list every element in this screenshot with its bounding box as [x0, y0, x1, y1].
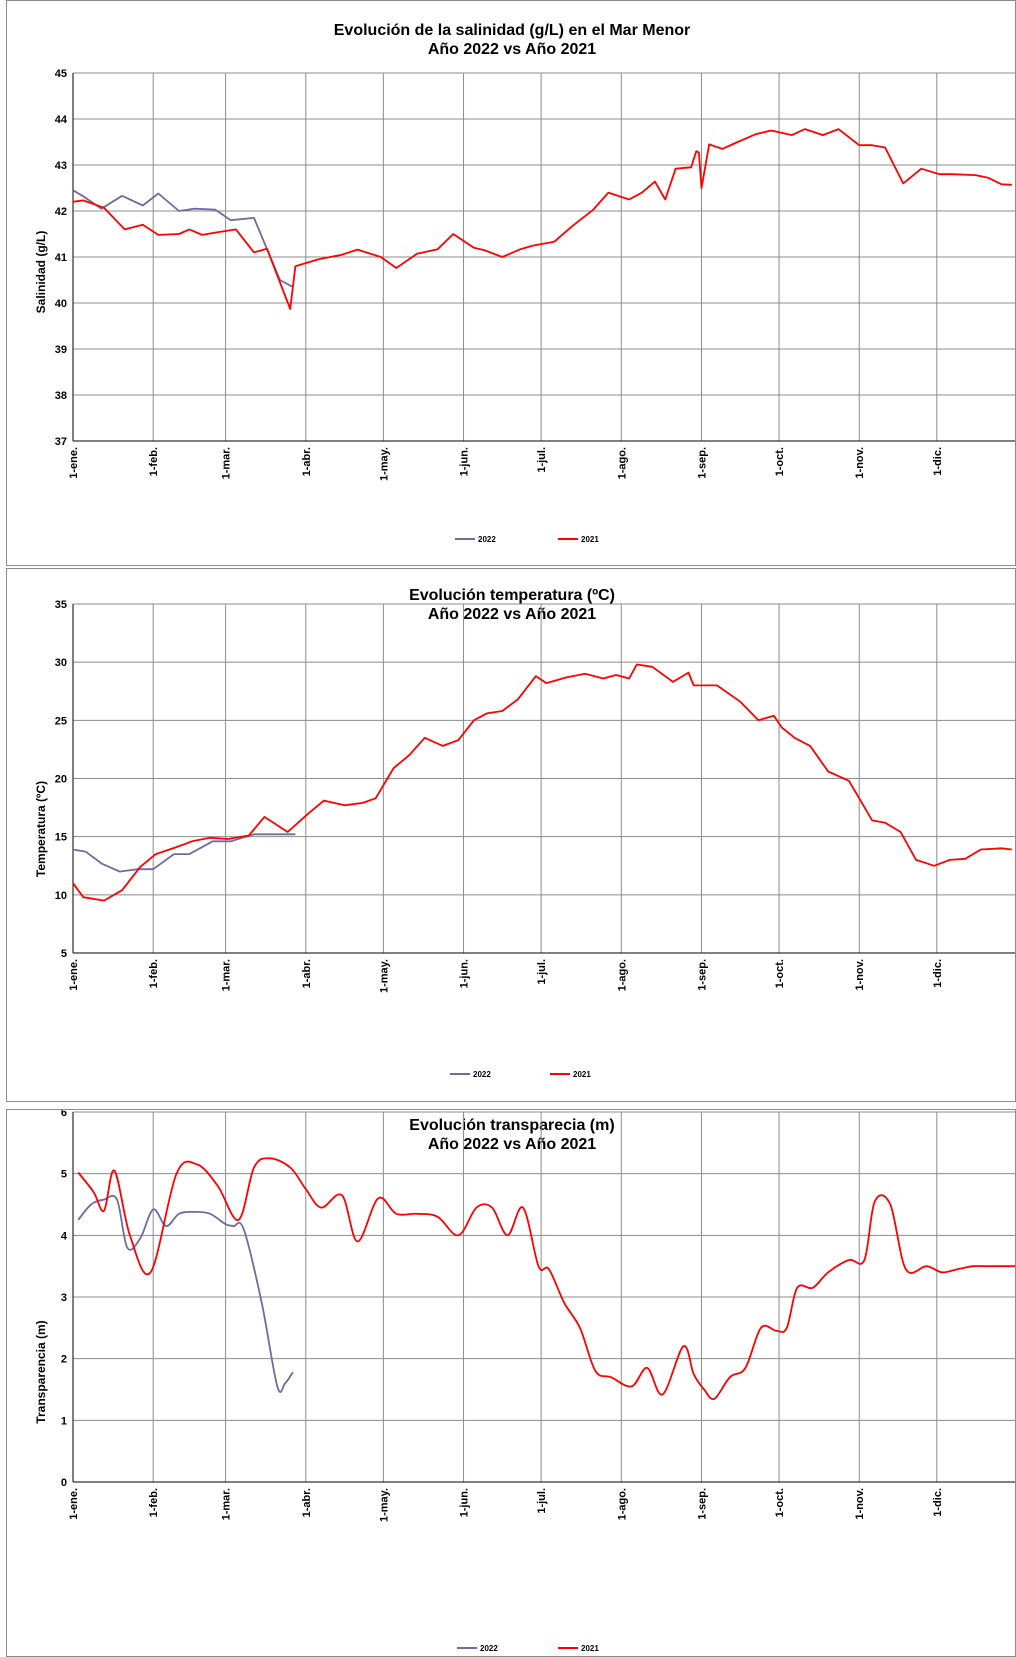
series-line-2021: [77, 1157, 1015, 1401]
x-tick-label: 1-abr.: [301, 959, 313, 988]
x-tick-label: 1-dic.: [932, 959, 944, 988]
x-tick-label: 1-abr.: [301, 447, 313, 476]
y-tick-label: 0: [61, 1477, 67, 1489]
x-tick-label: 1-jul.: [536, 1488, 548, 1514]
y-axis-label: Temperatura (ºC): [34, 781, 48, 877]
y-tick-label: 30: [55, 657, 67, 669]
y-tick-label: 45: [55, 68, 67, 80]
chart-title-line-1: Evolución temperatura (ºC): [409, 587, 615, 604]
y-tick-label: 43: [55, 160, 67, 172]
x-tick-label: 1-ene.: [68, 1488, 80, 1520]
transparency-chart-panel: Evolución transparecia (m) Año 2022 vs A…: [6, 1109, 1016, 1657]
y-tick-label: 40: [55, 298, 67, 310]
y-tick-label: 15: [55, 832, 67, 844]
chart-title-line-2: Año 2022 vs Año 2021: [428, 41, 596, 58]
salinity-chart-panel: Evolución de la salinidad (g/L) en el Ma…: [6, 0, 1016, 566]
y-tick-label: 20: [55, 774, 67, 786]
y-tick-label: 42: [55, 206, 67, 218]
legend-label-2021: 2021: [573, 1070, 591, 1079]
y-tick-label: 25: [55, 715, 67, 727]
x-tick-label: 1-mar.: [221, 447, 233, 479]
x-tick-label: 1-jun.: [459, 1488, 471, 1517]
x-tick-label: 1-jun.: [459, 959, 471, 988]
y-tick-label: 10: [55, 890, 67, 902]
y-tick-label: 2: [61, 1354, 67, 1366]
legend-label-2022: 2022: [478, 535, 496, 544]
y-tick-label: 41: [55, 252, 67, 264]
salinity-chart: Evolución de la salinidad (g/L) en el Ma…: [34, 22, 1015, 544]
x-tick-label: 1-oct.: [774, 959, 786, 988]
series-line-2021: [72, 128, 1012, 310]
x-tick-label: 1-feb.: [148, 1488, 160, 1517]
y-tick-label: 1: [61, 1415, 67, 1427]
x-tick-label: 1-feb.: [148, 447, 160, 476]
x-tick-label: 1-dic.: [932, 1488, 944, 1517]
x-tick-label: 1-jun.: [459, 447, 471, 476]
y-tick-label: 5: [61, 1169, 67, 1181]
x-tick-label: 1-oct.: [774, 1488, 786, 1517]
x-tick-label: 1-nov.: [854, 1488, 866, 1520]
x-tick-label: 1-sep.: [696, 1488, 708, 1520]
x-tick-label: 1-abr.: [301, 1488, 313, 1517]
x-tick-label: 1-ene.: [68, 959, 80, 991]
y-axis-label: Transparencia (m): [34, 1320, 48, 1423]
x-tick-label: 1-jul.: [536, 447, 548, 473]
x-tick-label: 1-mar.: [221, 959, 233, 991]
x-tick-label: 1-may.: [378, 959, 390, 993]
legend-label-2022: 2022: [480, 1644, 498, 1653]
y-tick-label: 6: [61, 1110, 67, 1119]
x-tick-label: 1-ago.: [616, 1488, 628, 1520]
x-tick-label: 1-may.: [378, 1488, 390, 1522]
x-tick-label: 1-oct.: [774, 447, 786, 476]
y-tick-label: 38: [55, 390, 67, 402]
x-tick-label: 1-ago.: [616, 959, 628, 991]
legend-label-2021: 2021: [581, 535, 599, 544]
chart-title-line-2: Año 2022 vs Año 2021: [428, 606, 596, 623]
x-tick-label: 1-sep.: [696, 959, 708, 991]
series-line-2022: [72, 833, 296, 873]
x-tick-label: 1-ago.: [616, 447, 628, 479]
y-tick-label: 35: [55, 599, 67, 611]
x-tick-label: 1-may.: [378, 447, 390, 481]
temperature-chart-panel: Evolución temperatura (ºC) Año 2022 vs A…: [6, 568, 1016, 1102]
x-tick-label: 1-nov.: [854, 447, 866, 479]
y-tick-label: 3: [61, 1292, 67, 1304]
transparency-chart: Evolución transparecia (m) Año 2022 vs A…: [34, 1110, 1015, 1653]
series-line-2022: [72, 189, 294, 288]
chart-title-line-1: Evolución transparecia (m): [409, 1117, 614, 1134]
chart-title-line-1: Evolución de la salinidad (g/L) en el Ma…: [334, 22, 691, 39]
x-tick-label: 1-jul.: [536, 959, 548, 985]
y-tick-label: 44: [55, 114, 68, 126]
x-tick-label: 1-nov.: [854, 959, 866, 991]
series-line-2022: [77, 1194, 294, 1393]
x-tick-label: 1-feb.: [148, 959, 160, 988]
y-tick-label: 37: [55, 436, 67, 448]
legend-label-2021: 2021: [581, 1644, 599, 1653]
y-tick-label: 5: [61, 948, 67, 960]
series-line-2021: [72, 663, 1012, 902]
x-tick-label: 1-sep.: [696, 447, 708, 479]
y-axis-label: Salinidad (g/L): [34, 231, 48, 314]
x-tick-label: 1-ene.: [68, 447, 80, 479]
chart-title-line-2: Año 2022 vs Año 2021: [428, 1136, 596, 1153]
x-tick-label: 1-dic.: [932, 447, 944, 476]
temperature-chart: Evolución temperatura (ºC) Año 2022 vs A…: [34, 587, 1015, 1079]
y-tick-label: 4: [61, 1230, 68, 1242]
legend-label-2022: 2022: [473, 1070, 491, 1079]
y-tick-label: 39: [55, 344, 67, 356]
x-tick-label: 1-mar.: [221, 1488, 233, 1520]
